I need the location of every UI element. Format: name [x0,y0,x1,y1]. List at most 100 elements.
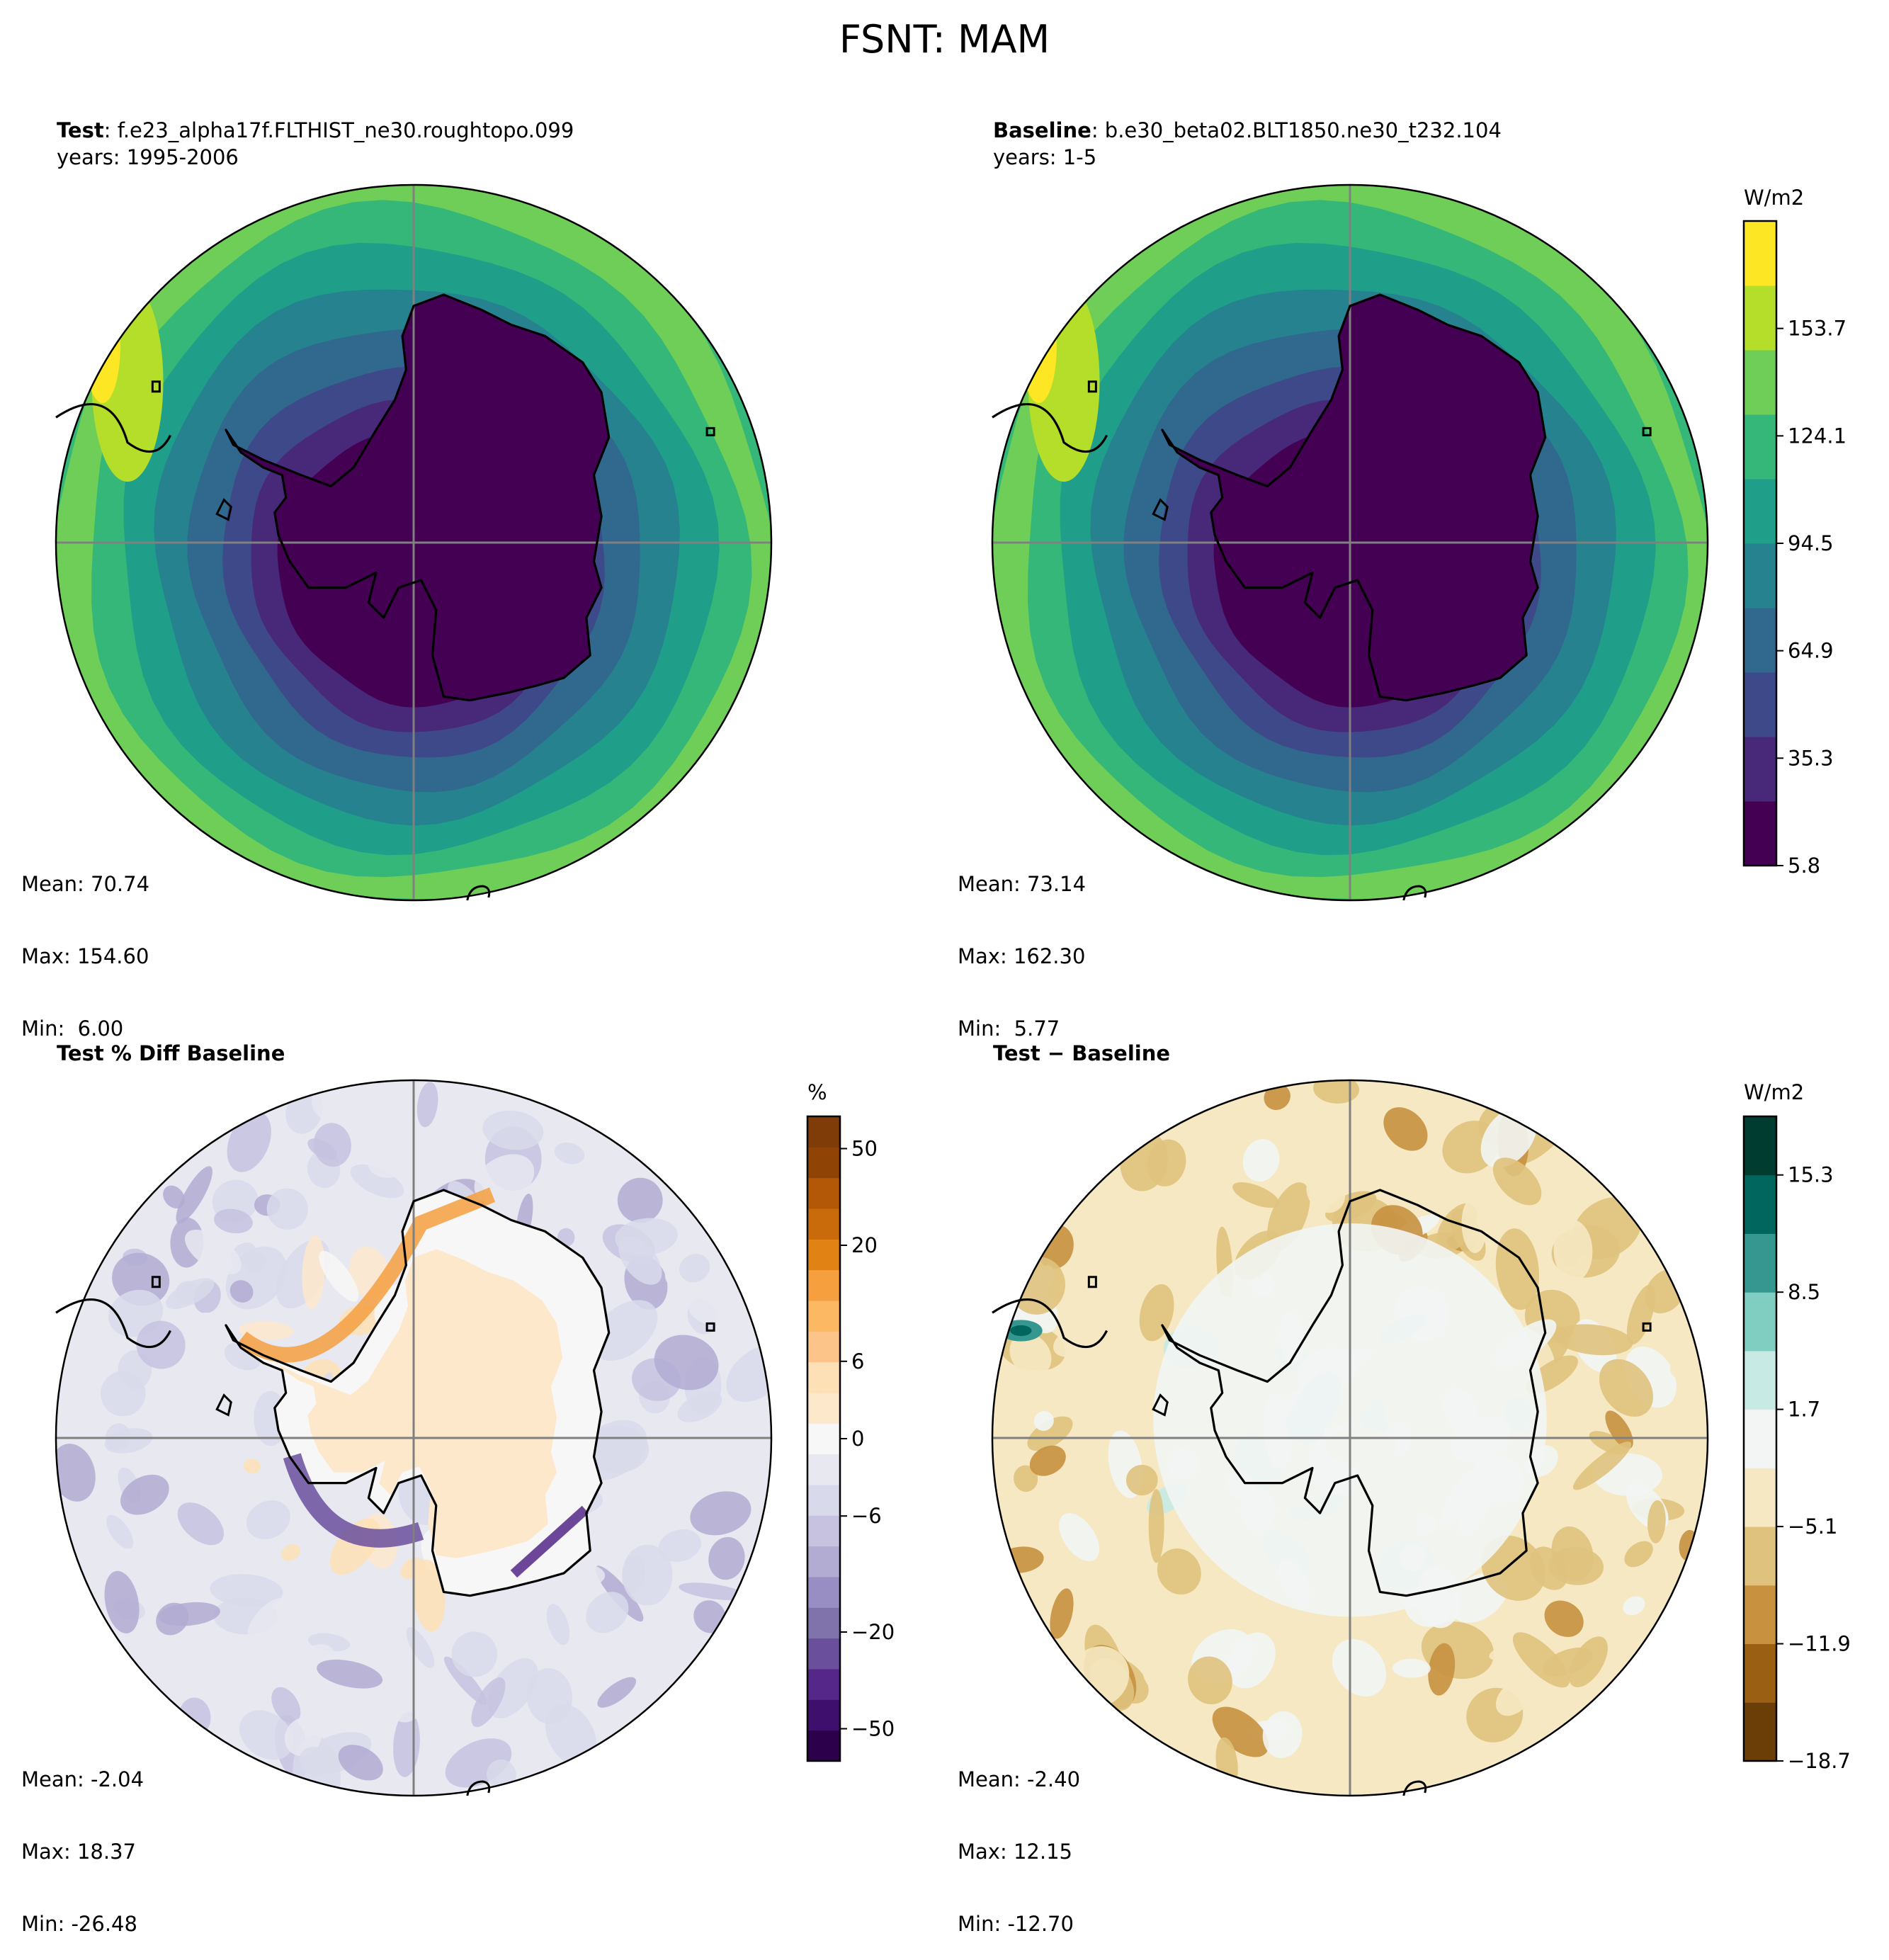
pctdiff-anomaly-patch [622,1544,673,1606]
baseline-map-boundary [991,183,1709,902]
diff-anomaly-patch [1461,1198,1487,1254]
baseline-mean: Mean: 73.14 [958,872,1087,896]
pctdiff-anomaly-patch [688,1298,723,1325]
pct-colorbar-segment [807,1515,840,1547]
pctdiff-anomaly-patch [239,1321,294,1341]
diff-positive-anomaly [1010,1325,1032,1337]
diff-anomaly-patch [1142,1665,1165,1696]
diff-colorbar-segment [1744,1174,1776,1234]
pctdiff-island-coastline [151,1276,161,1288]
baseline-min: Min: 5.77 [958,1016,1060,1041]
diff-anomaly-patch [1264,1084,1290,1111]
pct-colorbar-segment [807,1485,840,1516]
pctdiff-anomaly-patch [642,1634,676,1652]
diff-anomaly-patch [1242,1139,1280,1182]
pctdiff-coastal-negative-anomaly [510,1505,589,1578]
figure-title: FSNT: MAM [839,17,1050,62]
diff-max: Max: 12.15 [958,1840,1072,1864]
viridis-colorbar-tick-label: 124.1 [1788,424,1847,448]
viridis-colorbar-tick-label: 64.9 [1788,639,1834,663]
pctdiff-map [55,1079,773,1797]
baseline-interior-fill [1162,295,1545,701]
diff-anomaly-patch [1059,1513,1100,1562]
viridis-colorbar-segment [1744,479,1776,544]
pctdiff-anomaly-patch [266,1188,308,1230]
diff-anomaly-patch [1495,1680,1531,1716]
test-panel-title: Test: f.e23_alpha17f.FLTHIST_ne30.rought… [57,117,574,171]
viridis-colorbar: 5.8 35.3 64.9 94.5 124.1 153.7 [1742,220,1847,878]
pct-colorbar-segment [807,1423,840,1455]
baseline-antarctica-coastline [1161,293,1547,702]
diff-anomaly-patch [1232,1182,1280,1208]
test-island-coastline [151,380,161,393]
pctdiff-anomaly-patch [679,1254,710,1283]
pct-colorbar-segment [807,1638,840,1670]
diff-anomaly-patch [1392,1658,1431,1678]
pctdiff-anomaly-patch [443,1656,487,1706]
diff-colorbar-tick-label: −11.9 [1788,1632,1851,1656]
diff-colorbar-segment [1744,1292,1776,1352]
pctdiff-anomaly-patch [243,1458,261,1474]
pctdiff-anomaly-patch [592,1300,658,1361]
diff-anomaly-patch [1383,1107,1428,1151]
pctdiff-anomaly-patch [299,1747,331,1777]
diff-colorbar-segment [1744,1409,1776,1468]
pct-colorbar-segment [807,1239,840,1271]
pctdiff-anomaly-patch [317,1659,383,1689]
test-title-label: Test [57,118,104,142]
test-stats: Mean: 70.74 Max: 154.60 Min: 6.00 [21,824,149,1065]
pctdiff-anomaly-patch [546,1604,570,1645]
pctdiff-anomaly-patch [487,1759,516,1789]
pctdiff-max: Max: 18.37 [21,1840,136,1864]
pct-colorbar-segment [807,1331,840,1363]
pct-colorbar-segment [807,1177,840,1209]
viridis-colorbar-segment [1744,350,1776,415]
pctdiff-anomaly-patch [271,1687,301,1723]
diff-colorbar-units: W/m2 [1744,1080,1805,1104]
pctdiff-coastal-positive-anomaly [237,1187,496,1363]
pctdiff-anomaly-patch [244,1252,267,1274]
pct-colorbar-segment [807,1393,840,1424]
diff-anomaly-patch [1262,1711,1303,1758]
diff-anomaly-patch [1553,1220,1593,1282]
diff-colorbar-tick-label: −5.1 [1788,1514,1837,1539]
diff-anomaly-patch [1551,1526,1594,1581]
pctdiff-anomaly-patch [247,1597,288,1641]
pctdiff-anomaly-patch [451,1631,497,1677]
pctdiff-anomaly-patch [577,1635,635,1684]
pct-colorbar-segment [807,1577,840,1608]
pctdiff-anomaly-patch [280,1544,301,1561]
diff-anomaly-patch [1139,1284,1174,1342]
test-island-coastline [705,426,715,436]
diff-map [991,1079,1709,1797]
pctdiff-anomaly-patch [163,1185,185,1208]
viridis-colorbar-segment [1744,801,1776,866]
pctdiff-min: Min: -26.48 [21,1912,137,1936]
pctdiff-anomaly-patch [106,1514,134,1549]
diff-anomaly-patch [1009,1332,1052,1377]
pctdiff-anomaly-patch [184,1229,242,1275]
pctdiff-anomaly-patch [368,1148,409,1178]
diff-anomaly-patch [1623,1596,1645,1616]
pct-colorbar-segment [807,1699,840,1731]
viridis-colorbar-tick-label: 5.8 [1788,854,1820,878]
diff-south-america-coastline [992,1298,1108,1349]
pct-colorbar: −50 −20 −6 0 6 20 50 [806,1115,895,1762]
test-antarctica-coastline [225,293,611,702]
pctdiff-anomaly-patch [239,1710,294,1760]
pctdiff-anomaly-patch [618,1236,662,1285]
diff-anomaly-patch [1267,1182,1310,1251]
diff-panel-title: Test − Baseline [993,1040,1170,1067]
pctdiff-anomaly-patch [677,1391,722,1422]
pct-colorbar-segment [807,1208,840,1240]
baseline-island-coastline [1152,498,1169,521]
baseline-island-coastline [1642,426,1652,436]
pctdiff-anomaly-patch [471,1677,506,1728]
diff-colorbar-tick-label: 1.7 [1788,1398,1820,1422]
viridis-colorbar-tick-label: 94.5 [1788,531,1834,555]
pctdiff-south-america-coastline [55,1298,172,1349]
test-min: Min: 6.00 [21,1016,124,1041]
pctdiff-anomaly-patch [726,1344,771,1403]
diff-anomaly-patch [1312,1704,1366,1759]
pct-colorbar-segment [807,1546,840,1577]
